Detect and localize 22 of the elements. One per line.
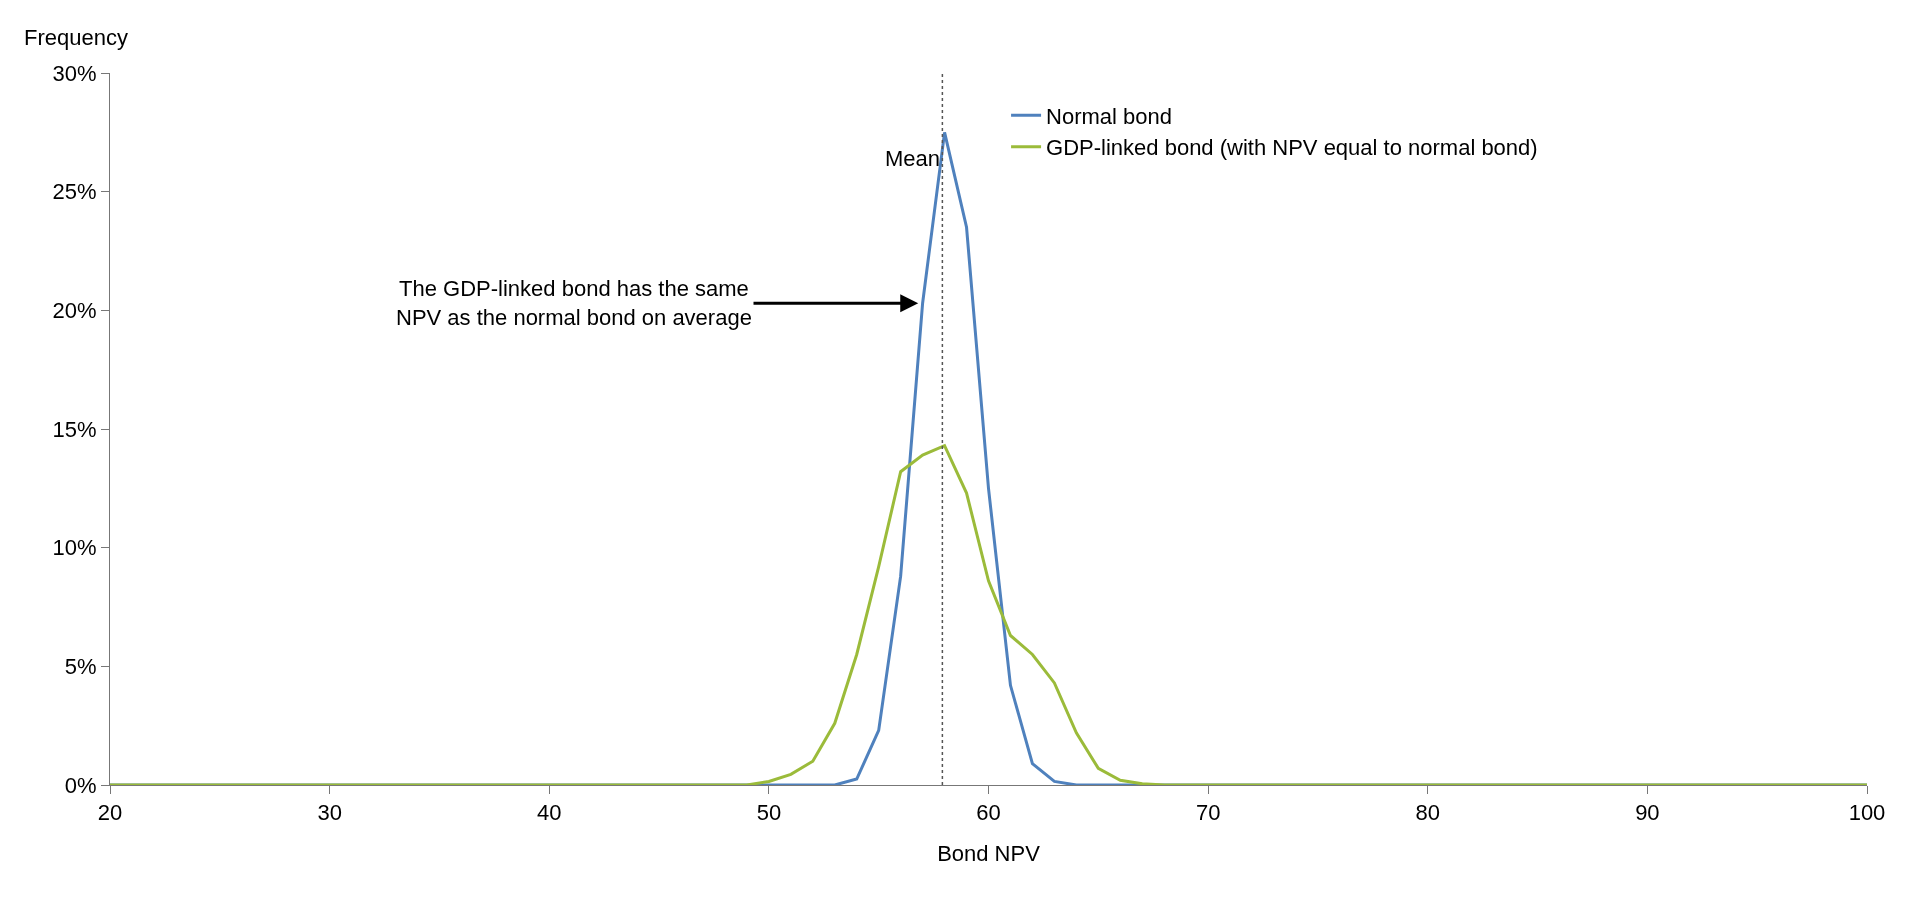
x-tick-label: 20 [97,800,123,826]
y-tick-label: 15% [52,416,97,442]
y-tick-label: 30% [52,60,97,86]
y-tick-label: 5% [64,654,97,680]
y-tick-label: 0% [64,772,97,798]
y-tick-label: 20% [52,298,97,324]
x-tick-label: 60 [976,800,1001,826]
legend-label: Normal bond [1046,103,1173,129]
legend-label: GDP-linked bond (with NPV equal to normal bond) [1046,135,1538,161]
x-tick-label: 50 [756,800,782,826]
y-axis-title: Frequency [24,25,128,50]
y-tick-label: 25% [52,179,97,205]
x-tick-label: 70 [1195,800,1221,826]
x-tick-label: 80 [1415,800,1440,826]
y-tick-label: 10% [52,535,97,561]
x-tick-label: 90 [1635,800,1660,826]
x-tick-label: 100 [1848,800,1886,826]
x-tick-label: 30 [317,800,342,826]
ref-line-label: Mean [885,146,941,171]
x-tick-label: 40 [537,800,562,826]
annotation: The GDP-linked bond has the same NPV as the normal bond on average [396,276,752,330]
x-axis-title: Bond NPV [937,841,1041,866]
